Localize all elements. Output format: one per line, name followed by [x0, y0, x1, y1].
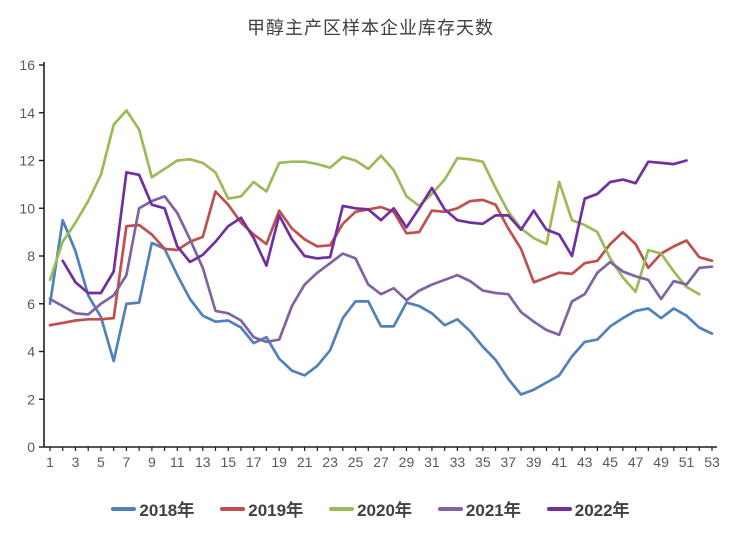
y-tick-label: 4: [27, 344, 35, 360]
x-tick-label: 33: [450, 454, 466, 470]
chart-title: 甲醇主产区样本企业库存天数: [247, 18, 494, 38]
legend-label: 2020年: [357, 501, 412, 520]
series-line-2021年: [48, 194, 714, 344]
series-line-2022年: [61, 159, 688, 295]
x-tick-label: 1: [46, 454, 54, 470]
x-tick-label: 5: [97, 454, 105, 470]
legend-label: 2019年: [248, 501, 304, 520]
x-tick-label: 23: [322, 454, 338, 470]
y-tick-label: 14: [19, 105, 35, 121]
x-tick-label: 13: [195, 454, 211, 470]
legend-item-2018: 2018年: [111, 496, 194, 521]
y-tick-label: 10: [19, 200, 35, 216]
x-tick-label: 3: [72, 454, 80, 470]
y-tick-label: 12: [19, 153, 35, 169]
chart-legend: 2018年 2019年 2020年 2021年 2022年: [0, 496, 741, 521]
x-tick-label: 45: [602, 454, 618, 470]
y-tick-label: 6: [27, 296, 35, 312]
x-tick-label: 27: [373, 454, 389, 470]
x-tick-label: 11: [170, 454, 185, 470]
x-tick-label: 19: [271, 454, 287, 470]
legend-label: 2022年: [574, 501, 630, 520]
legend-item-2022: 2022年: [546, 496, 630, 521]
y-tick-label: 0: [27, 439, 35, 455]
x-tick-label: 25: [348, 454, 364, 470]
x-tick-label: 43: [577, 454, 593, 470]
x-tick-label: 9: [148, 454, 156, 470]
series-line-2019年: [48, 190, 714, 327]
legend-line-marker: [329, 506, 355, 511]
x-tick-label: 47: [628, 454, 644, 470]
x-tick-label: 53: [704, 454, 720, 470]
x-tick-label: 15: [220, 454, 236, 470]
series-line-2018年: [48, 218, 714, 396]
x-tick-label: 7: [122, 454, 130, 470]
x-tick-label: 49: [653, 454, 669, 470]
y-tick-label: 8: [27, 248, 35, 264]
x-tick-label: 35: [475, 454, 491, 470]
legend-item-2021: 2021年: [437, 496, 521, 521]
x-tick-label: 21: [297, 454, 313, 470]
x-tick-label: 41: [551, 454, 567, 470]
legend-label: 2018年: [139, 501, 195, 520]
x-tick-label: 17: [246, 454, 262, 470]
series-line-2020年: [48, 109, 701, 296]
legend-label: 2021年: [465, 501, 521, 520]
legend-line-marker: [111, 506, 137, 511]
y-tick-label: 16: [19, 57, 35, 73]
legend-item-2019: 2019年: [220, 496, 303, 521]
legend-line-marker: [437, 506, 463, 511]
x-tick-label: 31: [424, 454, 440, 470]
legend-line-marker: [546, 506, 572, 511]
legend-item-2020: 2020年: [329, 496, 412, 521]
y-tick-label: 2: [27, 391, 35, 407]
legend-line-marker: [220, 506, 246, 511]
x-tick-label: 51: [679, 454, 695, 470]
x-tick-label: 39: [526, 454, 542, 470]
x-tick-label: 37: [501, 454, 517, 470]
x-tick-label: 29: [399, 454, 415, 470]
